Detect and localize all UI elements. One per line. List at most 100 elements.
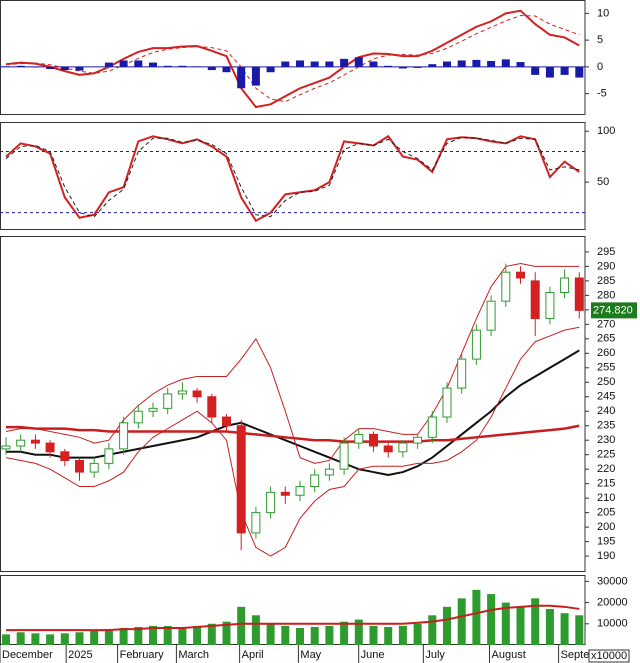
unit-label: x10000 (591, 650, 627, 662)
candle-body (457, 358, 467, 389)
volume-bar (251, 615, 260, 645)
volume-bar (545, 608, 554, 645)
histogram-bar (296, 60, 304, 67)
y-tick-label: 190 (597, 550, 615, 562)
histogram-bar (266, 66, 275, 73)
candle-body (148, 407, 158, 412)
y-tick-label: 10000 (597, 618, 628, 630)
y-tick-label: 205 (597, 507, 615, 519)
volume-bar (457, 598, 466, 645)
histogram-bar (384, 65, 393, 67)
volume-bar (443, 606, 451, 645)
candle-body (89, 462, 99, 473)
candle-body (574, 277, 584, 311)
line (5, 9, 580, 109)
x-tick-label: 2025 (68, 649, 92, 661)
y-tick-label: 270 (597, 318, 615, 330)
volume-bar (222, 621, 231, 645)
candle-body (207, 396, 217, 418)
candle-body (1, 445, 11, 450)
y-tick-label: 265 (597, 333, 615, 345)
histogram-bar (531, 66, 540, 75)
candle-body (413, 436, 423, 444)
histogram-bar (487, 60, 496, 67)
line (5, 136, 580, 218)
histogram-bar (325, 61, 334, 67)
histogram-bar (560, 66, 569, 75)
y-tick-label: 230 (597, 434, 615, 446)
histogram-bar (516, 62, 525, 67)
x-tick-label: March (178, 649, 209, 661)
candle-body (310, 474, 320, 488)
y-tick-label: -5 (597, 88, 607, 100)
volume-bar (266, 623, 275, 645)
volume-bar (207, 623, 216, 645)
volume-bar (193, 625, 202, 645)
histogram-bar (193, 66, 202, 67)
volume-bar (75, 632, 84, 645)
volume-bar (472, 589, 481, 645)
y-tick-label: 30000 (597, 575, 628, 587)
candle-body (251, 512, 261, 534)
candle-body (339, 442, 349, 470)
candle-body (119, 422, 129, 450)
volume-bar (237, 606, 246, 645)
histogram-bar (149, 62, 157, 67)
histogram-bar (457, 60, 466, 67)
histogram-bar (428, 64, 437, 67)
histogram-bar (340, 58, 349, 67)
line (5, 263, 580, 464)
candle-body (383, 445, 393, 453)
volume-bar (119, 628, 128, 645)
y-tick-label: 215 (597, 478, 615, 490)
panel-frame (0, 236, 586, 572)
histogram-bar (119, 60, 128, 67)
candle-body (104, 448, 114, 464)
line (6, 604, 580, 632)
line (6, 349, 580, 476)
volume-bar (516, 606, 525, 645)
histogram-bar (281, 61, 290, 67)
volume-bar (149, 625, 157, 645)
x-tick-label: February (120, 649, 165, 661)
y-tick-label: 255 (597, 362, 615, 374)
histogram-bar (369, 61, 378, 67)
volume-bar (46, 634, 55, 645)
y-tick-label: 295 (597, 246, 615, 258)
volume-bar (575, 615, 584, 645)
volume-bar (281, 625, 290, 645)
y-tick-label: 285 (597, 275, 615, 287)
volume-bar (163, 625, 172, 645)
histogram-bar (501, 59, 510, 67)
volume-bar (487, 594, 496, 645)
histogram-bar (237, 66, 246, 89)
volume-bar (428, 615, 437, 645)
line (5, 326, 580, 557)
candle-body (369, 433, 378, 447)
histogram-bar (60, 66, 69, 71)
histogram-bar (75, 66, 84, 71)
candle-body (516, 271, 525, 279)
volume-bar (369, 625, 378, 645)
candle-body (295, 486, 305, 496)
candle-body (442, 387, 452, 418)
histogram-bar (46, 66, 55, 69)
candle-body (16, 439, 26, 447)
volume-bar (413, 623, 422, 645)
histogram-bar (178, 65, 187, 67)
x-tick-label: April (242, 649, 264, 661)
volume-bar (310, 626, 319, 645)
last-price-box (591, 302, 637, 319)
candle-body (45, 442, 55, 453)
y-tick-label: 195 (597, 535, 615, 547)
panel-frame (0, 122, 586, 230)
y-tick-label: 290 (597, 260, 615, 272)
volume-bar (16, 632, 25, 645)
candle-body (471, 329, 481, 360)
x-tick-label: December (2, 649, 53, 661)
y-tick-label: 200 (597, 521, 615, 533)
y-tick-label: 250 (597, 376, 615, 388)
histogram-bar (31, 66, 40, 68)
